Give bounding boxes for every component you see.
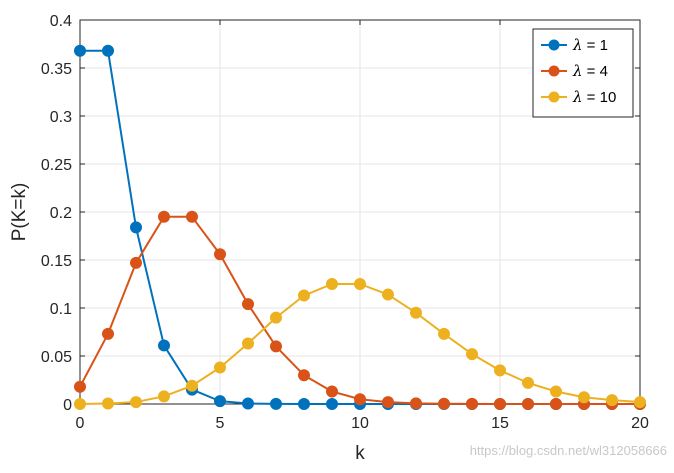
data-point [326,398,338,410]
data-point [606,394,618,407]
legend-marker [548,39,560,51]
data-point [438,397,450,410]
data-point [494,364,506,377]
data-point [74,397,86,410]
y-tick-label: 0.15 [41,253,72,270]
data-point [214,361,226,374]
data-point [186,379,198,392]
legend-value: = 1 [583,37,608,54]
legend-lambda: λ [572,88,583,106]
y-tick-label: 0.35 [41,61,72,78]
data-point [550,398,562,410]
data-point [102,327,114,340]
data-point [186,210,198,223]
legend-label: λ = 10 [572,88,616,106]
data-point [270,311,282,324]
data-point [382,288,394,301]
y-tick-label: 0.1 [50,301,72,318]
legend-marker [548,65,560,77]
legend-item: λ = 4 [541,62,608,80]
data-point [158,339,170,352]
data-point [242,298,254,311]
data-point [354,278,366,290]
legend-marker [548,91,560,103]
data-point [522,398,534,410]
data-point [214,395,226,408]
data-point [382,396,394,409]
data-point [214,248,226,261]
data-point [326,385,338,398]
data-point [634,396,646,409]
series-2 [74,278,646,410]
series-layer [74,44,646,410]
data-point [410,397,422,410]
data-point [298,398,310,410]
data-point [158,210,170,223]
data-point [74,44,86,57]
y-tick-label: 0 [63,397,72,414]
data-point [438,327,450,340]
y-tick-label: 0.3 [50,109,72,126]
y-tick-label: 0.4 [50,13,72,30]
y-tick-label: 0.05 [41,349,72,366]
data-point [466,397,478,410]
legend: λ = 1λ = 4λ = 10 [532,28,634,118]
data-point [494,398,506,410]
data-point [270,340,282,353]
data-point [326,278,338,290]
y-tick-label: 0.2 [50,205,72,222]
data-point [354,393,366,406]
data-point [158,390,170,403]
x-tick-label: 10 [351,415,369,432]
data-point [130,256,142,269]
watermark-text: https://blog.csdn.net/wl312058666 [470,443,667,458]
legend-value: = 10 [583,89,617,106]
x-axis-label: k [355,443,365,464]
data-point [130,221,142,234]
data-point [466,348,478,361]
x-tick-label: 5 [216,415,225,432]
x-tick-label: 15 [491,415,509,432]
data-point [242,397,254,410]
data-point [130,396,142,409]
legend-lambda: λ [572,62,583,80]
axis-ticks: 0 5 10 15 20 0 0.05 0.1 0.15 0.2 0.25 0.3 0.35 0.4 [41,13,649,432]
legend-lambda: λ [572,36,583,54]
y-axis-label: P(K=k) [9,183,30,242]
data-point [298,289,310,302]
data-point [270,397,282,410]
x-tick-label: 20 [631,415,649,432]
data-point [298,369,310,382]
data-point [102,44,114,57]
data-point [578,391,590,404]
y-tick-label: 0.25 [41,157,72,174]
x-tick-label: 0 [76,415,85,432]
data-point [522,376,534,389]
legend-item: λ = 1 [541,36,608,54]
data-point [74,380,86,393]
data-point [410,306,422,319]
data-point [242,337,254,350]
legend-item: λ = 10 [541,88,616,106]
series-1 [74,210,646,410]
data-point [550,385,562,398]
legend-value: = 4 [583,63,608,80]
legend-label: λ = 4 [572,62,608,80]
data-point [102,397,114,410]
legend-label: λ = 1 [572,36,608,54]
